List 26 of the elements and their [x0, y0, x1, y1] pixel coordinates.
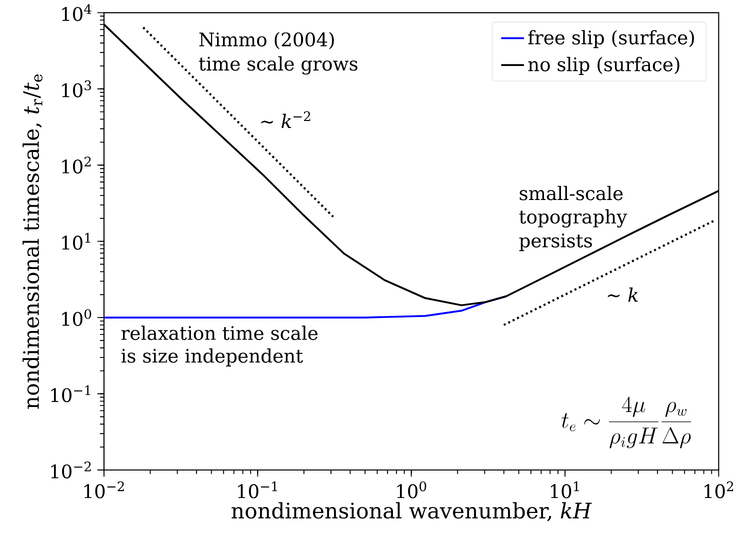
annotation: $t_e \sim \frac{4\mu}{\rho_i g H}\frac{\rho_w}{\Delta\rho}$ [562, 396, 692, 448]
annotation: ∼ k [608, 288, 638, 302]
annotation: ∼ k$^{−2}$ [261, 111, 310, 128]
y-tick-label: 10$^{−1}$ [51, 385, 90, 402]
y-tick-label: 10$^{4}$ [62, 4, 92, 22]
x-tick-label: 10$^{−2}$ [84, 481, 124, 498]
legend-label: no slip (surface) [528, 56, 680, 75]
legend-label: free slip (surface) [528, 30, 694, 48]
y-tick-label: 10$^{1}$ [62, 232, 90, 250]
annotation: relaxation time scale [121, 326, 318, 340]
x-tick-label: 10$^{2}$ [704, 481, 734, 498]
y-axis-title: nondimensional timescale, t$_{r}$/t$_{e}$ [22, 74, 42, 409]
annotation: topography [519, 209, 628, 228]
y-tick-label: 10$^{0}$ [62, 309, 92, 326]
x-tick-label: 10$^{−1}$ [238, 481, 277, 498]
y-tick-label: 10$^{2}$ [62, 156, 91, 174]
annotation: Nimmo (2004) [199, 32, 334, 50]
x-tick-label: 10$^{0}$ [397, 481, 426, 498]
y-tick-label: 10$^{3}$ [62, 80, 92, 98]
y-tick-label: 10$^{−2}$ [51, 462, 91, 478]
annotation: small-scale [520, 186, 623, 200]
annotation: is size independent [121, 348, 303, 366]
annotation: persists [519, 234, 592, 252]
x-axis-title: nondimensional wavenumber, kH [232, 502, 592, 522]
annotation: time scale grows [198, 56, 358, 75]
x-tick-label: 10$^{1}$ [550, 481, 579, 498]
